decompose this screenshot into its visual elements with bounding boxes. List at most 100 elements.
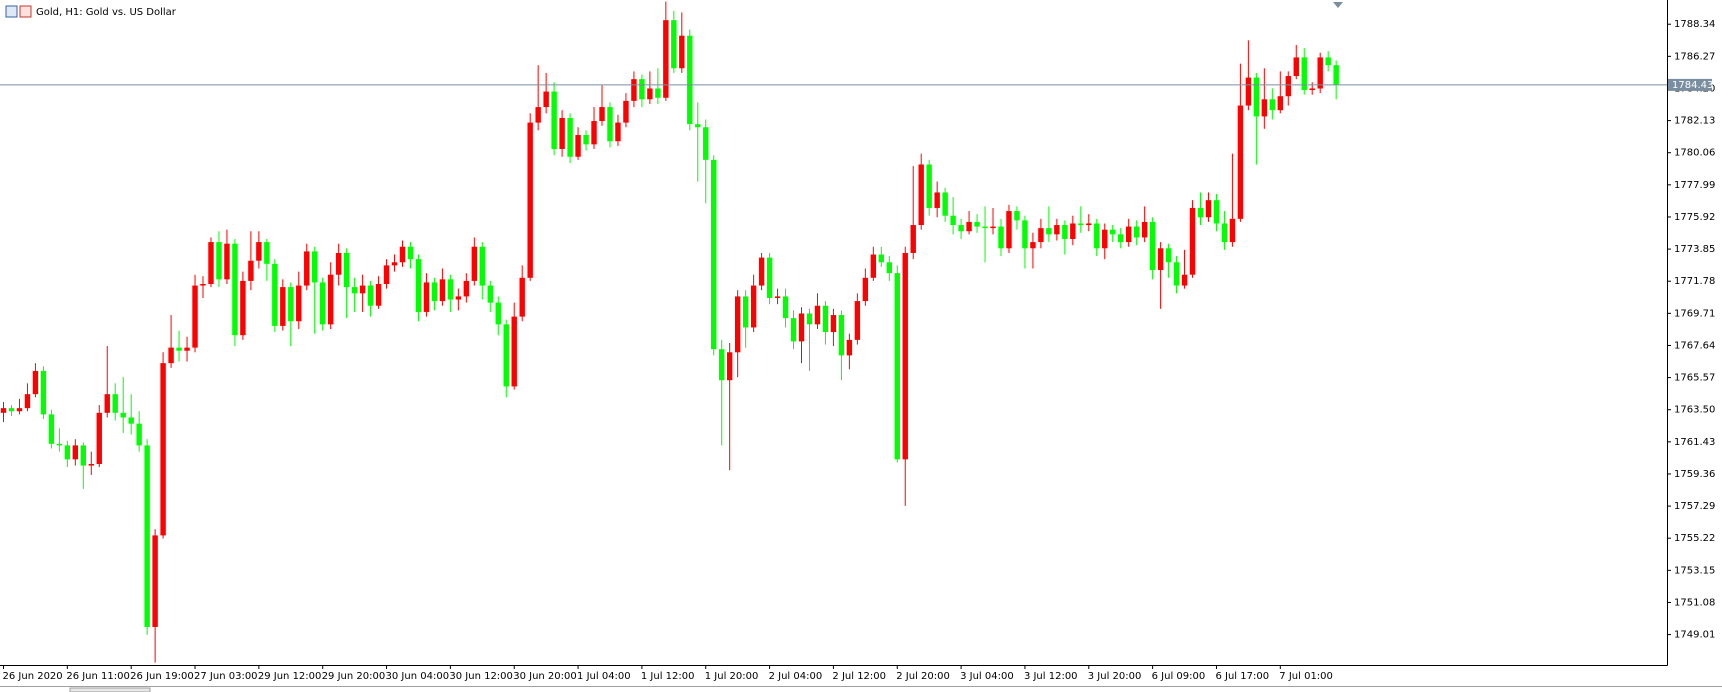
candle-body (639, 79, 645, 100)
candle-body (423, 282, 430, 312)
candle-body (1086, 223, 1092, 226)
candle-body (750, 285, 757, 328)
candle-body (687, 35, 693, 125)
candle-body (224, 243, 230, 280)
candle-body (1094, 223, 1100, 249)
candle-body (136, 423, 142, 446)
candle-body (894, 273, 900, 460)
candle-body (64, 445, 71, 460)
candle-body (966, 221, 972, 232)
candle-body (104, 394, 110, 413)
candle-body (679, 35, 685, 69)
x-tick-label: 3 Jul 20:00 (1088, 671, 1142, 682)
candle-body (623, 100, 629, 123)
last-price-label: 1784.43 (1672, 80, 1713, 91)
x-tick-label: 2 Jul 04:00 (769, 671, 823, 682)
candle-body (112, 394, 118, 413)
candle-body (1189, 207, 1196, 275)
x-tick-label: 3 Jul 04:00 (960, 671, 1014, 682)
candle-body (982, 226, 988, 229)
candle-body (407, 246, 414, 260)
candle-body (56, 443, 63, 446)
candle-body (726, 352, 733, 381)
candle-body (1309, 88, 1315, 91)
candle-body (798, 313, 805, 342)
candle-body (375, 284, 382, 306)
candle-body (511, 316, 517, 387)
x-tick-label: 1 Jul 20:00 (705, 671, 759, 682)
candle-body (439, 279, 446, 302)
candle-body (168, 347, 174, 364)
candle-body (958, 225, 964, 232)
candle-body (391, 262, 398, 266)
y-tick-label: 1780.06 (1674, 148, 1715, 159)
candle-body (846, 339, 853, 356)
candle-body (128, 417, 134, 424)
candle-body (1022, 220, 1028, 249)
candle-body (288, 287, 294, 322)
candle-body (559, 117, 565, 149)
candle-body (695, 124, 701, 128)
shift-marker[interactable] (1333, 2, 1343, 8)
candle-body (503, 324, 509, 387)
candle-body (1149, 221, 1156, 271)
candle-body (351, 287, 358, 294)
candle-body (1118, 234, 1124, 243)
candle-body (431, 282, 438, 302)
y-tick-label: 1765.57 (1674, 373, 1715, 384)
y-tick-label: 1763.50 (1674, 405, 1715, 416)
candle-body (591, 121, 597, 145)
candle-body (1006, 211, 1012, 249)
candle-body (272, 263, 278, 326)
candle-body (1125, 226, 1132, 243)
candle-body (1030, 242, 1036, 249)
candle-body (822, 305, 829, 333)
candle-body (758, 257, 765, 286)
y-tick-label: 1786.27 (1674, 51, 1715, 62)
candle-body (88, 464, 94, 466)
candle-body (774, 296, 781, 298)
candle-body (335, 252, 342, 275)
tab[interactable] (69, 687, 151, 692)
candle-body (1046, 228, 1052, 235)
candle-body (734, 296, 741, 353)
candle-body (615, 122, 621, 142)
x-tick-label: 1 Jul 12:00 (641, 671, 695, 682)
candle-body (1014, 211, 1020, 221)
candle-body (854, 301, 861, 340)
candle-body (200, 284, 206, 286)
candle-body (471, 246, 478, 281)
y-tick-label: 1755.22 (1674, 533, 1715, 544)
x-tick-label: 30 Jun 04:00 (386, 671, 450, 682)
candle-body (304, 251, 310, 286)
candle-body (32, 370, 39, 395)
candle-body (711, 159, 717, 350)
candle-body (1245, 77, 1252, 106)
candle-body (216, 242, 222, 280)
candle-body (1165, 248, 1172, 263)
candle-body (838, 315, 845, 356)
candle-body (152, 535, 158, 627)
candle-body (1317, 57, 1323, 89)
candle-body (926, 164, 932, 208)
candle-body (886, 262, 892, 274)
candle-body (671, 20, 677, 69)
candle-body (463, 280, 470, 297)
y-tick-label: 1757.29 (1674, 501, 1715, 512)
y-tick-label: 1773.85 (1674, 244, 1715, 255)
candle-body (1038, 228, 1044, 243)
candle-body (742, 296, 749, 328)
candle-body (655, 88, 661, 98)
candle-body (455, 296, 462, 300)
candle-body (790, 318, 797, 342)
candle-body (144, 445, 150, 627)
x-tick-label: 6 Jul 17:00 (1215, 671, 1269, 682)
candle-body (527, 122, 533, 278)
candle-body (703, 127, 709, 160)
x-tick-label: 29 Jun 12:00 (258, 671, 322, 682)
candle-body (950, 215, 956, 226)
candle-body (40, 370, 47, 415)
y-tick-label: 1775.92 (1674, 212, 1715, 223)
candle-body (535, 107, 541, 123)
candle-body (1110, 229, 1116, 235)
